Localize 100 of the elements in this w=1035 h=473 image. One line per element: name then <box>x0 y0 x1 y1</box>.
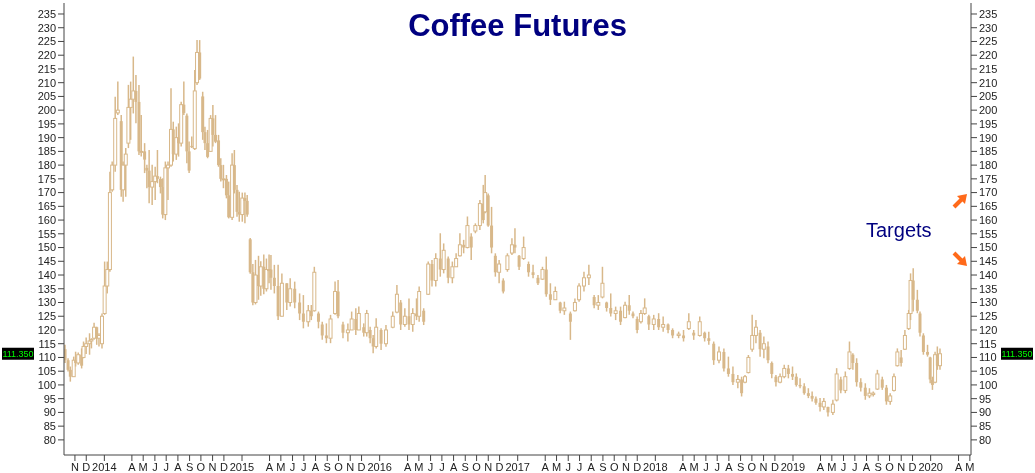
candlestick <box>735 374 740 389</box>
y-tick-label: 140 <box>37 268 56 281</box>
candlestick <box>407 297 411 331</box>
candlestick <box>855 357 859 388</box>
x-tick-label: M <box>138 460 148 473</box>
candlestick <box>750 314 755 353</box>
candlestick <box>707 330 711 346</box>
x-tick-label: S <box>185 460 194 473</box>
y2-tick-label: 100 <box>979 378 998 391</box>
x-tick-label: J <box>714 460 720 473</box>
y-tick-label: 90 <box>43 406 56 419</box>
candlestick <box>457 232 462 258</box>
y2-tick-label: 120 <box>979 323 998 336</box>
candlestick <box>243 191 247 225</box>
x-tick-label: A <box>265 460 274 473</box>
candlestick <box>884 384 888 406</box>
y-tick-label: 110 <box>38 351 56 364</box>
x-tick-label: A <box>725 460 734 473</box>
y-tick-label: 185 <box>37 145 56 158</box>
x-tick-label: J <box>427 460 434 473</box>
x-tick-label: J <box>152 460 158 473</box>
x-tick-label: J <box>439 460 445 473</box>
candlestick <box>818 397 822 413</box>
y-tick-label: 235 <box>37 7 56 20</box>
y-tick-label: 175 <box>37 172 56 185</box>
x-tick-label: M <box>414 460 424 473</box>
y2-tick-label: 110 <box>979 351 997 364</box>
y-tick-label: 195 <box>37 117 56 130</box>
candlestick <box>333 280 338 316</box>
candlestick <box>627 294 631 316</box>
candlestick <box>240 191 245 223</box>
x-tick-label: N <box>484 460 493 473</box>
x-tick-label: A <box>679 460 688 473</box>
y-tick-label: 115 <box>38 337 56 350</box>
x-tick-label: N <box>897 460 906 473</box>
candlestick <box>726 355 730 378</box>
x-tick-label: J <box>576 460 583 473</box>
y2-tick-label: 220 <box>979 49 998 62</box>
x-tick-label: 2018 <box>643 460 668 473</box>
y2-tick-label: 150 <box>979 241 998 254</box>
y2-tick-label: 235 <box>979 7 998 20</box>
y2-tick-label: 200 <box>979 104 998 117</box>
candlestick <box>891 372 896 393</box>
y2-tick-label: 130 <box>979 296 998 309</box>
x-tick-label: M <box>551 460 562 473</box>
candlestick <box>320 320 324 341</box>
x-tick-label: M <box>965 460 975 473</box>
candlestick <box>505 252 510 273</box>
candlestick <box>374 317 379 350</box>
x-tick-label: 2017 <box>505 460 530 473</box>
x-tick-label: S <box>461 460 469 473</box>
y2-tick-label: 85 <box>979 420 992 433</box>
y2-tick-label: 190 <box>979 131 998 144</box>
x-tick-label: D <box>633 460 642 473</box>
y-tick-label: 130 <box>37 296 56 309</box>
y2-tick-label: 175 <box>979 172 998 185</box>
y-tick-label: 210 <box>37 76 56 89</box>
candlestick <box>843 370 848 394</box>
y2-tick-label: 105 <box>979 365 998 378</box>
candlestick <box>712 340 716 366</box>
candlestick <box>84 336 89 355</box>
x-tick-label: A <box>174 460 183 473</box>
candlestick <box>383 324 388 348</box>
x-tick-label: A <box>449 460 458 473</box>
y2-tick-label: 140 <box>979 268 998 281</box>
candlestick <box>288 277 293 308</box>
y-tick-label: 225 <box>37 35 56 48</box>
y-tick-label: 125 <box>37 310 56 323</box>
x-tick-label: A <box>311 460 320 473</box>
candlestick <box>438 232 442 278</box>
candlestick <box>568 310 572 341</box>
x-tick-label: O <box>747 460 757 473</box>
text: 111.350 <box>2 349 34 360</box>
y-tick-label: 95 <box>43 392 56 405</box>
y2-tick-label: 155 <box>979 227 998 240</box>
candlestick <box>791 365 795 381</box>
x-tick-label: N <box>346 460 355 473</box>
candlestick <box>328 314 333 344</box>
x-tick-label: S <box>874 460 882 473</box>
candlestick <box>356 305 361 331</box>
y2-tick-label: 230 <box>979 21 998 34</box>
y2-tick-label: 215 <box>979 62 998 75</box>
x-tick-label: O <box>609 460 619 473</box>
x-tick-label: D <box>908 460 917 473</box>
x-tick-label: O <box>334 460 344 473</box>
candlestick <box>433 252 438 288</box>
x-tick-label: M <box>689 460 699 473</box>
x-tick-label: M <box>827 460 837 473</box>
y2-tick-label: 225 <box>979 35 998 48</box>
text: 111.350 <box>1001 349 1033 360</box>
y-tick-label: 190 <box>37 131 56 144</box>
x-tick-label: 2014 <box>92 460 117 473</box>
candlestick <box>697 315 702 338</box>
x-tick-label: S <box>736 460 745 473</box>
x-tick-label: D <box>82 460 91 473</box>
x-tick-label: N <box>208 460 217 473</box>
y-tick-label: 105 <box>37 365 56 378</box>
y-tick-label: 145 <box>37 255 56 268</box>
x-tick-label: S <box>599 460 607 473</box>
x-tick-label: A <box>128 460 137 473</box>
